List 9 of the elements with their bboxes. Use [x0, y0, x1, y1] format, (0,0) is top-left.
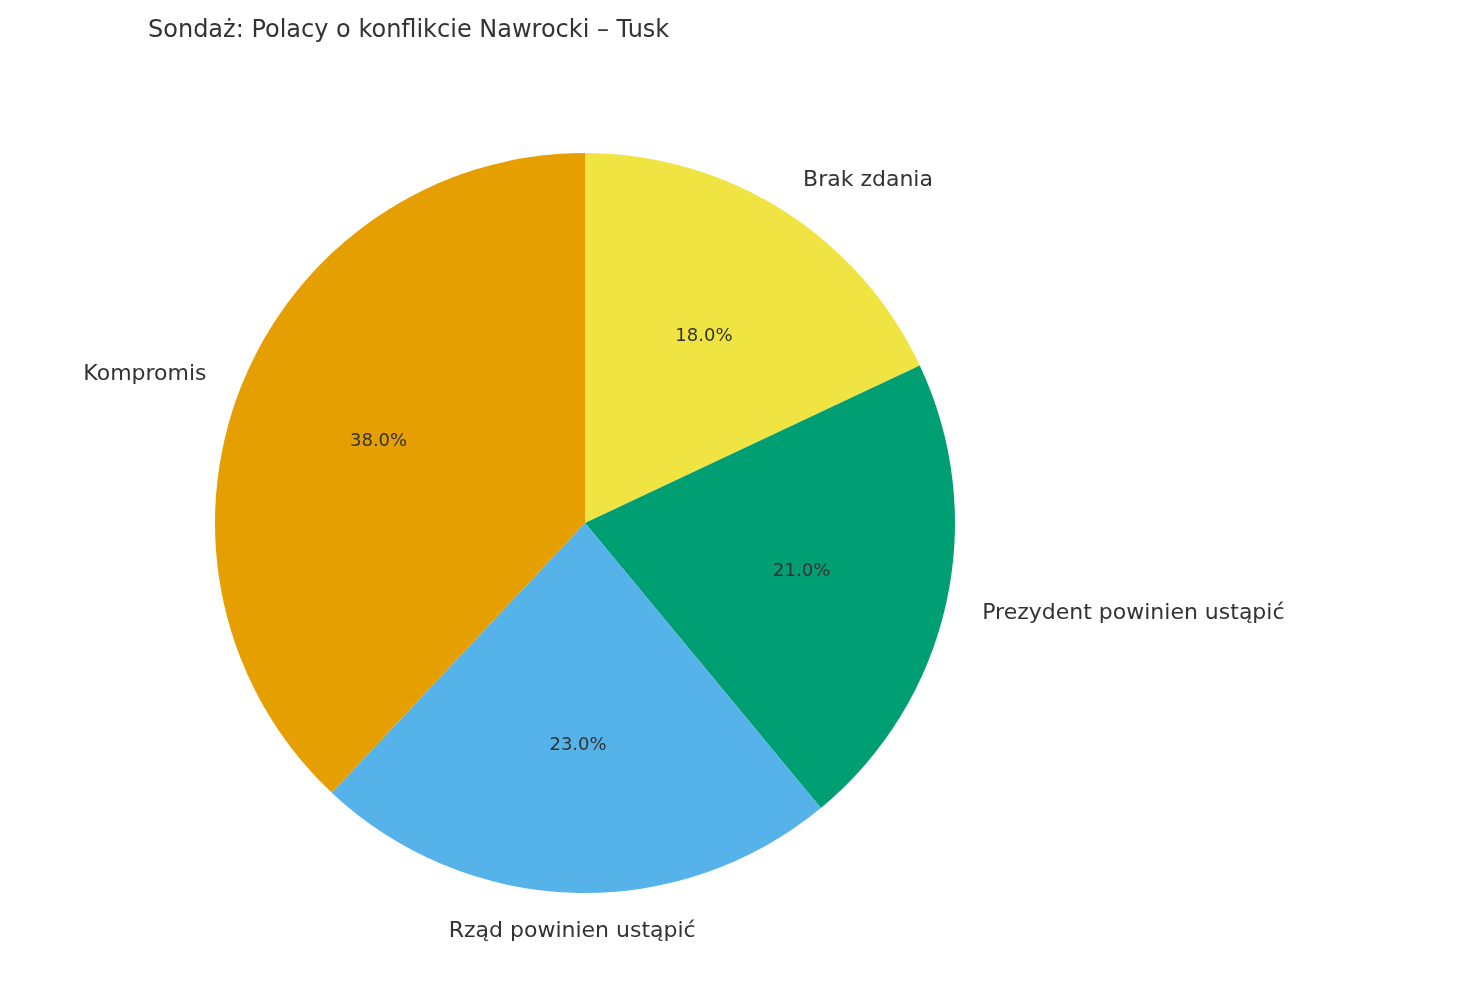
chart-title: Sondaż: Polacy o konflikcie Nawrocki – Tusk	[148, 15, 670, 43]
slice-label: Rząd powinien ustąpić	[448, 916, 696, 942]
data-label: 38.0%	[350, 429, 408, 451]
slice-label: Prezydent powinien ustąpić	[982, 598, 1285, 624]
data-label: 23.0%	[549, 732, 607, 754]
data-label: 18.0%	[675, 323, 733, 345]
slice-label: Kompromis	[83, 360, 207, 386]
slice-label: Brak zdania	[803, 166, 933, 192]
data-label: 21.0%	[773, 559, 831, 581]
